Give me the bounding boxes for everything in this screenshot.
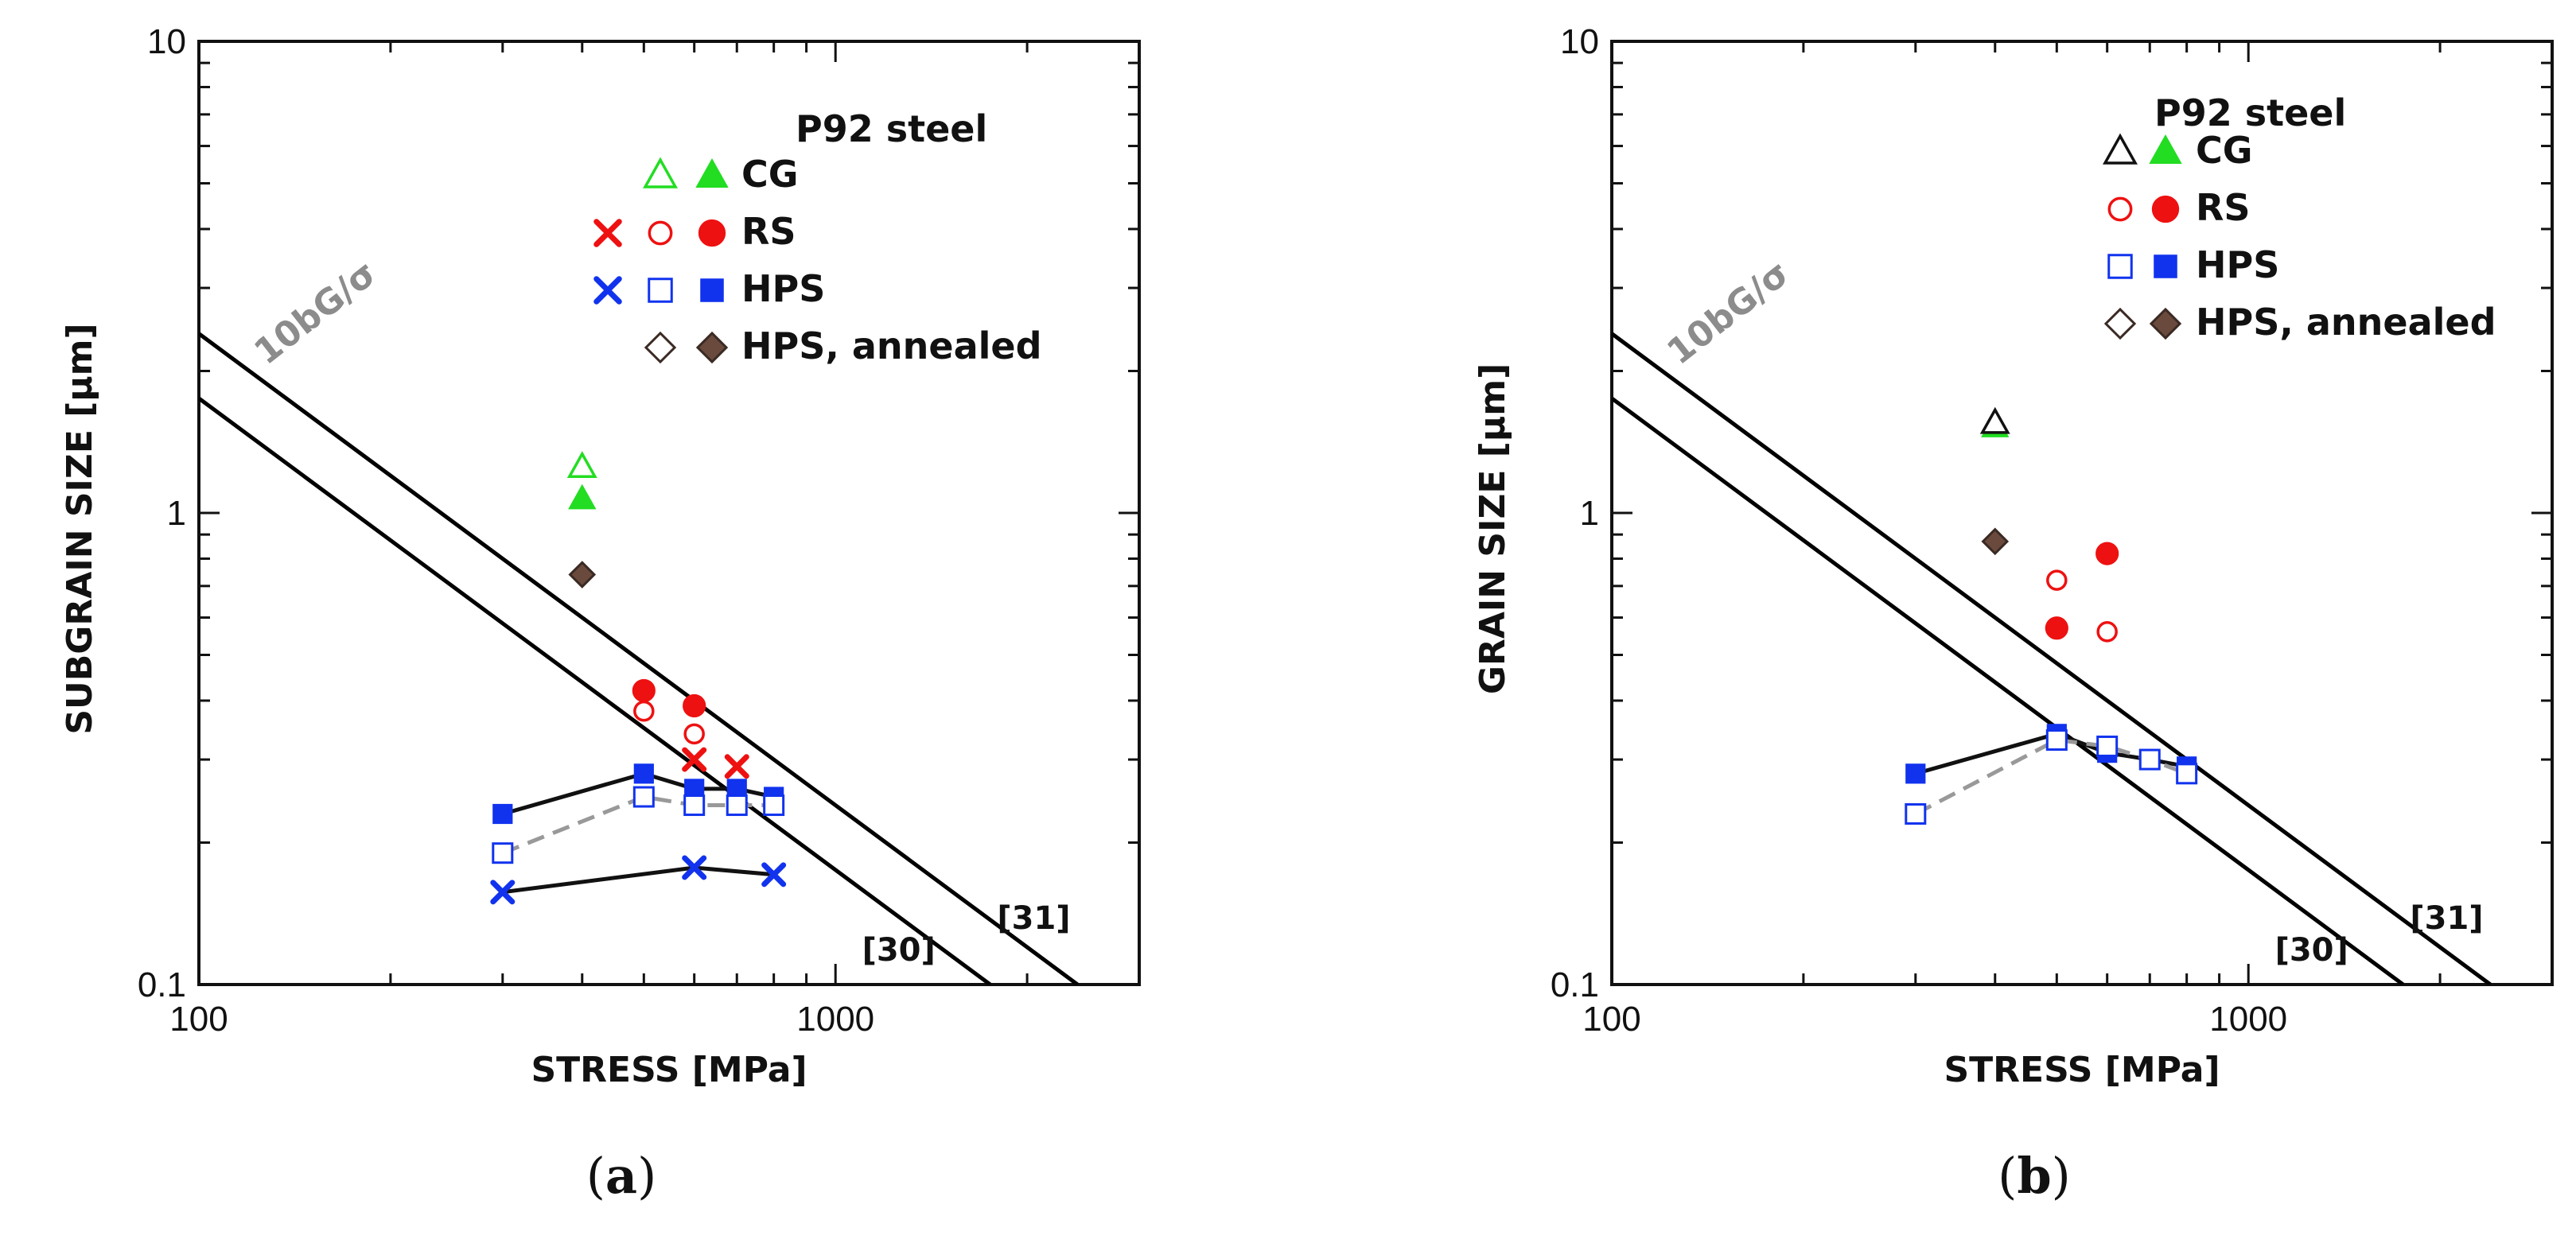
legend-label: CG [2196,129,2253,172]
axis-ticks [197,41,1141,986]
data-point [568,484,597,510]
data-point [566,451,597,479]
x-tick-label: 100 [169,1000,228,1039]
legend-marker [2107,196,2133,222]
legend-marker [2103,133,2138,165]
slope-label: 10bG/σ [1660,253,1797,373]
reference-line [199,396,992,985]
y-axis-title: GRAIN SIZE [μm] [1473,363,1513,694]
panel-label: (a) [586,1147,657,1205]
data-point [2046,569,2068,591]
data-point [2045,616,2068,640]
legend-marker [695,331,729,364]
legend-title: P92 steel [2154,91,2346,134]
legend-label: CG [741,153,799,196]
data-point [1905,763,1926,784]
legend-label: RS [2196,186,2251,229]
data-point [683,723,705,745]
data-point [492,842,514,864]
data-point [632,786,655,808]
legend-label: HPS [741,267,825,310]
x-axis-title: STRESS [MPa] [1944,1050,2220,1090]
data-point [763,794,785,817]
data-point [568,561,597,588]
x-axis-title: STRESS [MPa] [531,1050,807,1090]
data-series [490,451,787,905]
x-tick-label: 100 [1582,1000,1640,1039]
slope-label: 10bG/σ [247,253,384,373]
data-point [2096,621,2118,643]
legend-marker [648,278,673,303]
data-point [490,880,516,905]
y-tick-label: 0.1 [138,965,186,1004]
legend-marker [648,220,673,246]
x-tick-label: 1000 [2209,1000,2287,1039]
data-point [1905,802,1927,825]
data-series [1905,406,2198,825]
y-tick-label: 1 [1580,494,1599,533]
legend-label: HPS, annealed [2196,301,2496,344]
legend-label: HPS [2196,243,2279,286]
legend-label: HPS, annealed [741,324,1042,367]
data-point [633,763,654,784]
reference-line-label: [31] [2410,900,2483,937]
legend-marker [698,219,726,247]
legend-marker [695,158,729,188]
legend-title: P92 steel [796,107,987,150]
reference-lines [1612,332,2492,985]
data-point [633,700,655,722]
y-tick-label: 10 [147,22,186,61]
axis-ticks [1610,41,2554,986]
series-line [502,865,774,895]
plot-frame [1610,40,2554,986]
data-point [2096,735,2119,757]
legend-marker [2154,254,2177,278]
reference-line [1612,332,2492,985]
data-point [2045,729,2068,752]
data-point [632,678,656,703]
y-tick-label: 0.1 [1551,965,1599,1004]
reference-line [199,332,1079,985]
panel-a: 100 1000 0.1 1 10 STRESS [MPa] SUBGRAIN SIZE [… [60,22,1141,1205]
panel-label: (b) [1998,1147,2071,1205]
reference-line-label: [30] [862,932,936,969]
data-point [683,693,706,718]
data-point [2138,748,2161,771]
legend-marker [2107,254,2133,279]
legend-marker [644,331,677,364]
data-point [682,747,707,772]
reference-line-label: [31] [997,900,1070,937]
data-point [682,855,707,880]
data-point [1979,406,2010,434]
legend-marker [2149,307,2182,340]
panel-b: 100 1000 0.1 1 10 STRESS [MPa] GRAIN SIZE [μm]… [1473,22,2554,1205]
data-point [683,794,706,817]
legend-marker [593,219,622,247]
data-point [2176,763,2198,785]
legend-label: RS [741,210,796,253]
data-point [492,803,513,825]
legend-marker [2149,134,2182,164]
reference-lines [199,332,1079,985]
x-tick-label: 1000 [796,1000,874,1039]
data-point [1981,527,2010,556]
legend-marker [2151,195,2180,223]
data-point [724,754,749,779]
legend-marker [593,276,622,305]
legend-marker [2103,307,2137,340]
data-point [726,794,748,817]
data-point [761,862,787,888]
y-tick-label: 10 [1560,22,1599,61]
data-point [2095,542,2119,565]
reference-line [1612,396,2405,985]
reference-line-label: [30] [2275,932,2348,969]
y-tick-label: 1 [167,494,186,533]
legend-marker [700,278,724,302]
legend-marker [643,157,678,188]
y-axis-title: SUBGRAIN SIZE [μm] [60,323,100,734]
